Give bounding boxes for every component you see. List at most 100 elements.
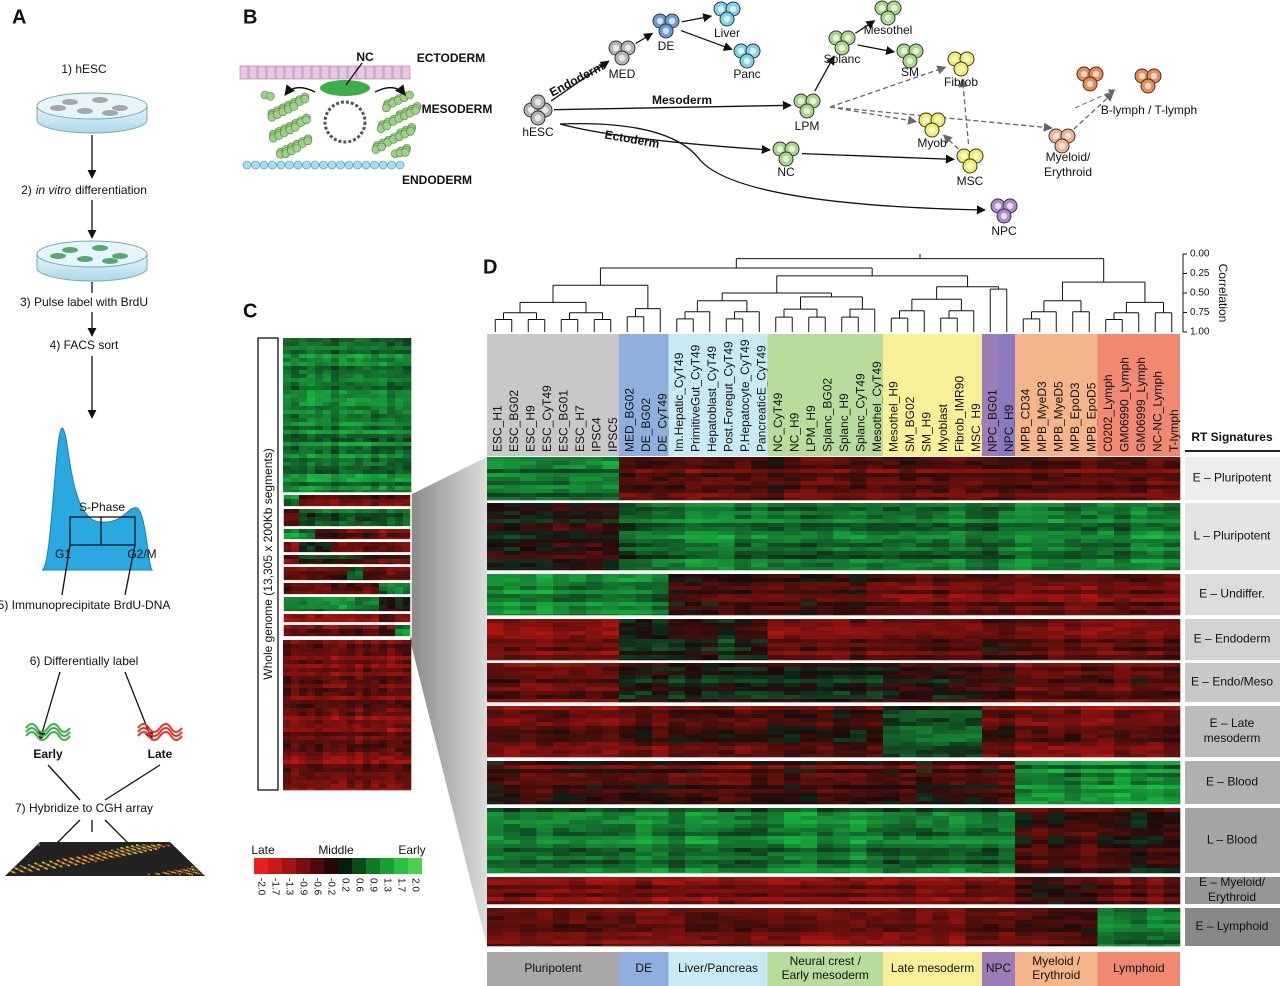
heat-cell: [387, 601, 396, 606]
heat-cell: [767, 531, 785, 536]
array-spot: [21, 870, 24, 873]
heat-cell: [1147, 503, 1164, 508]
nucleus: [966, 162, 974, 170]
heat-cell: [387, 652, 396, 657]
heat-cell: [685, 503, 702, 508]
heat-cell: [307, 430, 316, 435]
heat-cell: [339, 788, 348, 791]
heat-cell: [817, 586, 834, 591]
array-spot: [164, 872, 167, 874]
heat-cell: [307, 696, 316, 701]
heat-cell: [751, 594, 768, 599]
heat-cell: [379, 346, 388, 351]
heat-cell: [379, 700, 388, 705]
heat-cell: [718, 659, 735, 661]
heat-cell: [387, 546, 396, 551]
heat-cell: [347, 776, 356, 781]
array-spot: [155, 872, 158, 875]
heat-cell: [1163, 643, 1181, 648]
heat-cell: [283, 495, 292, 500]
heat-cell: [395, 716, 404, 721]
array-spot: [31, 865, 34, 868]
heat-cell: [379, 550, 388, 553]
scale-tick-label: -0.9: [297, 878, 308, 896]
heat-cell: [315, 652, 324, 657]
heat-cell: [586, 539, 603, 544]
heat-cell: [916, 503, 933, 508]
heat-cell: [784, 574, 801, 579]
heat-cell: [1015, 602, 1032, 607]
heat-cell: [323, 454, 332, 459]
mesoderm-cell: [405, 90, 414, 100]
heat-cell: [619, 563, 636, 568]
colony: [112, 253, 128, 259]
heat-cell: [1064, 551, 1082, 556]
heat-cell: [1097, 555, 1115, 560]
scale-swatch: [366, 858, 380, 874]
heat-cell: [668, 606, 686, 611]
heat-cell: [1097, 547, 1115, 552]
heat-cell: [299, 542, 308, 547]
heat-cell: [379, 386, 388, 391]
heat-cell: [619, 469, 636, 474]
heat-cell: [652, 497, 669, 501]
heat-cell: [536, 663, 554, 668]
heat-cell: [635, 539, 653, 544]
heat-cell: [767, 663, 785, 668]
heat-cell: [998, 663, 1016, 668]
array-spot: [191, 868, 194, 871]
facs-label: G2/M: [127, 547, 156, 561]
heat-cell: [347, 629, 356, 634]
heat-cell: [387, 406, 396, 411]
heat-cell: [1114, 675, 1131, 680]
heat-cell: [982, 489, 999, 494]
heat-cell: [395, 517, 404, 522]
heat-cell: [315, 430, 324, 435]
heat-cell: [850, 651, 867, 656]
heat-cell: [307, 542, 316, 547]
heat-cell: [883, 461, 900, 466]
heat-cell: [379, 784, 388, 789]
heat-cell: [718, 493, 735, 498]
heat-cell: [347, 728, 356, 733]
heat-cell: [932, 493, 950, 498]
heat-cell: [403, 708, 412, 713]
heat-cell: [586, 543, 603, 548]
heat-cell: [866, 539, 884, 544]
step-label: 6) Differentially label: [30, 654, 139, 668]
heat-cell: [347, 490, 356, 493]
heat-cell: [685, 535, 702, 540]
heat-cell: [1163, 465, 1181, 470]
heat-cell: [387, 724, 396, 729]
heat-cell: [635, 551, 653, 556]
heat-cell: [291, 720, 300, 725]
heat-cell: [1048, 563, 1065, 568]
heat-cell: [503, 515, 521, 520]
heat-cell: [553, 602, 570, 607]
heat-cell: [291, 772, 300, 777]
heat-cell: [685, 614, 702, 616]
array-spot: [36, 868, 39, 870]
heat-cell: [1064, 683, 1082, 688]
heat-cell: [283, 601, 292, 606]
heat-cell: [395, 503, 404, 507]
heat-cell: [767, 639, 785, 644]
heat-cell: [403, 656, 412, 661]
heat-cell: [323, 438, 332, 443]
heat-cell: [916, 594, 933, 599]
heat-cell: [487, 531, 504, 536]
heat-cell: [586, 631, 603, 636]
heat-cell: [1097, 574, 1115, 579]
heat-cell: [1130, 511, 1148, 516]
heat-cell: [371, 660, 380, 665]
heat-cell: [1064, 523, 1082, 528]
heat-cell: [1064, 567, 1082, 571]
heat-cell: [315, 462, 324, 467]
heat-cell: [784, 586, 801, 591]
heat-cell: [347, 478, 356, 483]
heat-cell: [635, 614, 653, 616]
heat-cell: [387, 442, 396, 447]
heat-cell: [403, 418, 412, 423]
dashed-arrow: [1073, 92, 1114, 130]
heat-cell: [323, 533, 332, 538]
